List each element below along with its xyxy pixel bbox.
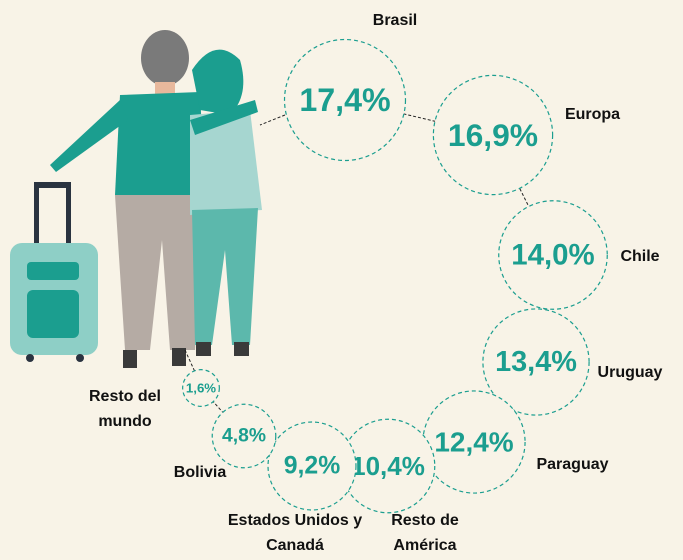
infographic: 17,4% 16,9% 14,0% 13,4% 12,4% 10,4% 9,2% 4,8% 1,… (0, 0, 683, 560)
category-label: Brasil (350, 8, 440, 33)
value-label: 12,4% (434, 427, 513, 458)
value-label: 4,8% (222, 426, 266, 447)
category-label: Chile (610, 244, 670, 269)
value-label: 16,9% (448, 117, 538, 153)
value-label: 13,4% (495, 346, 577, 378)
category-label: Resto del mundo (70, 384, 180, 434)
illustration (10, 30, 262, 368)
category-label: Bolivia (160, 460, 240, 485)
category-label: Paraguay (525, 452, 620, 477)
category-label: Uruguay (590, 360, 670, 385)
category-label: Estados Unidos y Canadá (210, 508, 380, 558)
value-label: 9,2% (284, 453, 340, 480)
value-label: 1,6% (186, 381, 216, 396)
connector (185, 350, 195, 372)
value-label: 17,4% (299, 82, 390, 118)
value-label: 14,0% (511, 239, 594, 272)
connector (260, 115, 285, 125)
category-label: Europa (555, 102, 630, 127)
category-label: Resto de América (370, 508, 480, 558)
value-label: 10,4% (351, 451, 425, 481)
